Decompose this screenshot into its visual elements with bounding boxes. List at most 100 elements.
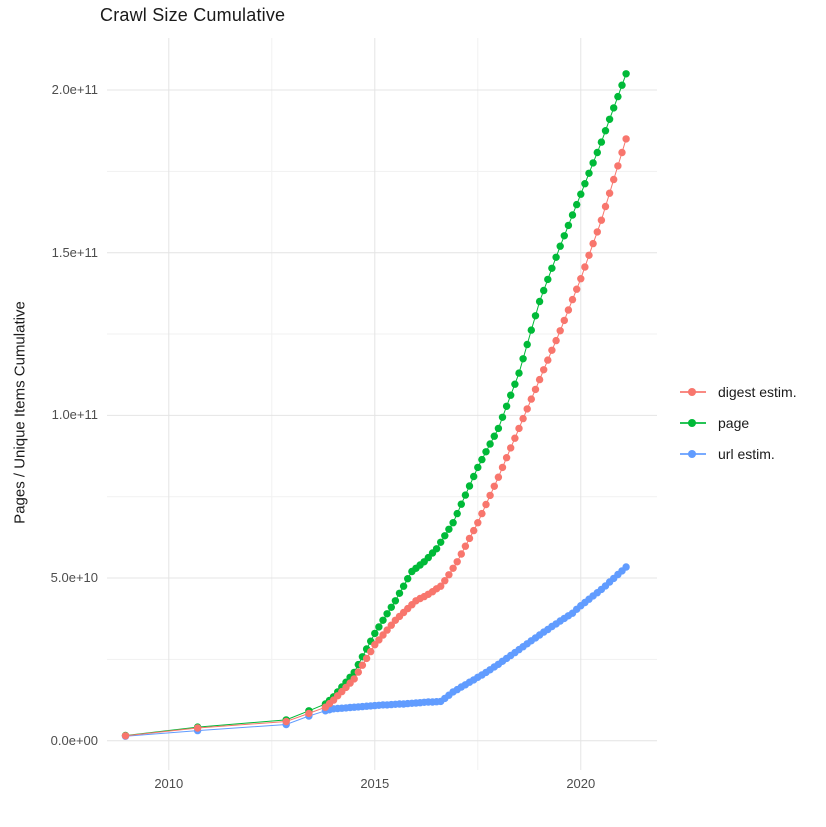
data-point (498, 463, 507, 472)
data-point (470, 526, 478, 535)
legend-label: digest estim. (718, 383, 797, 400)
data-point (523, 405, 531, 413)
gridlines-major (107, 38, 657, 770)
data-point (589, 159, 597, 167)
series-digest-estim- (121, 135, 630, 740)
data-point (601, 127, 610, 135)
legend-label: page (718, 414, 750, 431)
data-point (581, 180, 589, 188)
x-tick-label: 2010 (154, 776, 184, 791)
data-point (371, 641, 379, 649)
data-point (465, 534, 474, 543)
data-point (498, 413, 507, 421)
data-point (354, 668, 362, 676)
data-point (375, 623, 383, 631)
data-point (379, 616, 387, 624)
gridlines-minor (107, 38, 657, 770)
data-point (618, 81, 626, 89)
data-point (515, 424, 523, 433)
data-point (375, 636, 383, 644)
data-point (552, 336, 560, 345)
x-tick-label: 2015 (360, 776, 390, 791)
data-point (527, 395, 535, 403)
data-point (494, 424, 503, 433)
data-point (449, 519, 457, 527)
legend-key-icon (679, 448, 709, 460)
data-point (379, 631, 387, 639)
data-point (581, 263, 589, 271)
data-point (486, 491, 494, 500)
data-point (622, 563, 630, 571)
data-point (482, 500, 490, 509)
data-point (461, 491, 470, 499)
x-tick-label: 2020 (566, 776, 596, 791)
data-point (449, 564, 457, 572)
data-point (614, 92, 622, 101)
data-point (371, 629, 379, 638)
data-point (593, 228, 601, 236)
data-point (441, 577, 449, 585)
legend-item: digest estim. (679, 376, 797, 407)
data-point (597, 138, 606, 146)
data-point (494, 473, 503, 481)
data-point (573, 200, 581, 209)
data-point (614, 162, 622, 170)
y-axis-title: Pages / Unique Items Cumulative (11, 301, 29, 524)
data-point (383, 610, 391, 618)
series-url-estim- (121, 563, 630, 740)
data-point (507, 444, 515, 452)
data-point (560, 316, 568, 325)
data-point (502, 402, 511, 410)
data-point (531, 385, 540, 394)
data-point (515, 369, 523, 377)
data-point (445, 571, 453, 579)
y-tick-label: 0.0e+00 (50, 732, 98, 748)
data-point (523, 340, 531, 349)
data-point (490, 482, 498, 490)
data-point (568, 211, 577, 219)
data-point (305, 709, 313, 718)
data-point (511, 380, 519, 388)
data-point (387, 603, 395, 611)
data-point (573, 285, 581, 293)
data-point (358, 661, 367, 669)
data-point (540, 286, 548, 295)
data-point (605, 189, 614, 197)
data-point (560, 232, 568, 240)
legend-item: url estim. (679, 438, 797, 469)
data-point (457, 500, 465, 508)
data-point (437, 582, 445, 590)
data-point (474, 519, 482, 527)
data-point (445, 525, 453, 533)
data-point (391, 597, 400, 605)
data-point (465, 482, 474, 490)
data-point (383, 626, 391, 634)
data-point (544, 356, 552, 364)
data-point (589, 239, 597, 248)
legend-item: page (679, 407, 797, 438)
data-point (511, 434, 519, 442)
data-point (601, 202, 610, 211)
data-point (362, 654, 371, 663)
legend-label: url estim. (718, 445, 775, 462)
data-point (610, 175, 618, 184)
y-tick-label: 1.0e+11 (51, 407, 98, 423)
data-point (490, 432, 498, 440)
data-point (610, 104, 618, 112)
data-point (585, 251, 593, 259)
data-point (461, 542, 470, 550)
y-tick-label: 2.0e+11 (51, 82, 98, 98)
legend: digest estim. page url estim. (679, 376, 797, 469)
data-point (478, 455, 486, 464)
data-point (544, 275, 552, 284)
legend-key-icon (679, 386, 709, 398)
data-point (540, 366, 548, 374)
data-point (453, 558, 461, 566)
data-point (441, 532, 449, 540)
data-point (399, 582, 408, 590)
data-point (432, 545, 441, 553)
data-point (387, 621, 395, 629)
data-point (486, 440, 494, 448)
data-point (622, 135, 630, 143)
